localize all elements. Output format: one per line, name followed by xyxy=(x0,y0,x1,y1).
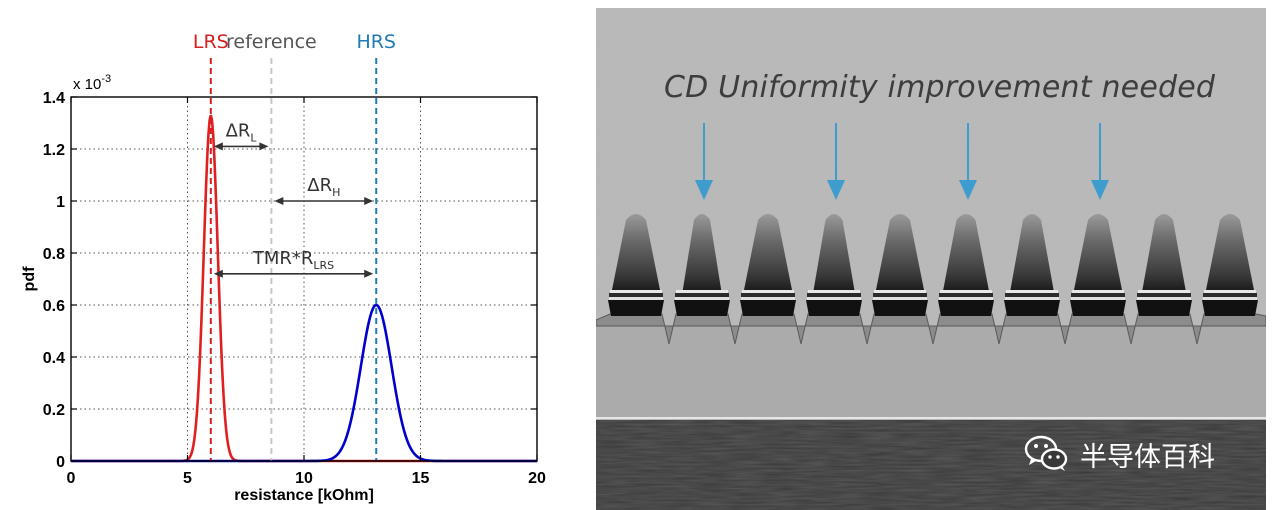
y-tick-label: 0.6 xyxy=(43,298,65,315)
x-tick-label: 5 xyxy=(183,470,192,487)
mtj-pillar xyxy=(872,214,928,316)
y-tick-label: 1.2 xyxy=(43,142,65,159)
y-tick-label: 0 xyxy=(56,454,65,471)
dark-layer-texture xyxy=(596,420,1266,510)
annotation-arrowhead-left xyxy=(213,142,223,151)
substrate-layer xyxy=(596,326,1266,418)
mtj-pillar xyxy=(608,214,664,316)
x-tick-label: 20 xyxy=(528,470,546,487)
y-tick-label: 0.8 xyxy=(43,246,65,263)
wechat-icon xyxy=(1024,435,1068,471)
grid xyxy=(71,97,537,461)
y-axis-label: pdf xyxy=(21,266,38,292)
mtj-pillar xyxy=(1202,214,1258,316)
mtj-pillar xyxy=(1136,214,1192,316)
mtj-pillars xyxy=(608,214,1258,316)
tem-cross-section-image xyxy=(596,8,1266,510)
mtj-pillar xyxy=(806,214,862,316)
x-tick-label: 0 xyxy=(67,470,76,487)
annotation-arrowhead-right xyxy=(364,269,374,278)
annotation-label: ΔRL xyxy=(226,120,258,144)
y-tick-label: 0.4 xyxy=(43,350,65,367)
y-multiplier: x 10-3 xyxy=(73,73,111,93)
cd-arrow xyxy=(827,123,845,200)
mtj-pillar xyxy=(1004,214,1060,316)
mtj-pillar xyxy=(740,214,796,316)
annotation-label: ΔRH xyxy=(307,175,340,199)
x-axis-label: resistance [kOhm] xyxy=(234,487,374,504)
tem-caption: CD Uniformity improvement needed xyxy=(664,70,1216,105)
mtj-pillar xyxy=(938,214,994,316)
watermark: 半导体百科 xyxy=(1024,434,1215,474)
series-HRS xyxy=(71,303,537,463)
cd-arrow xyxy=(1091,123,1109,200)
y-tick-label: 1 xyxy=(56,194,65,211)
annotation-arrowhead-right xyxy=(364,197,374,205)
chart-panel: LRS reference HRS ΔRL ΔRH TMR*RLRS 0 5 10 15 20 0… xyxy=(0,0,580,510)
y-tick-label: 1.4 xyxy=(43,90,65,107)
x-tick-label: 15 xyxy=(412,470,430,487)
vline-label-LRS: LRS xyxy=(193,31,229,53)
tem-image-panel: CD Uniformity improvement needed 半导体百科 xyxy=(596,8,1266,510)
cd-arrows xyxy=(695,123,1109,200)
y-tick-label: 0.2 xyxy=(43,402,65,419)
mtj-pillar xyxy=(1070,214,1126,316)
vline-label-HRS: HRS xyxy=(356,31,396,53)
ticks: 0 5 10 15 20 0 0.2 0.4 0.6 0.8 1 1.2 1.4 xyxy=(43,90,546,487)
watermark-text: 半导体百科 xyxy=(1080,441,1215,473)
annotation-label: TMR*RLRS xyxy=(252,248,334,272)
annotation-arrowhead-right xyxy=(259,142,269,151)
cd-arrow xyxy=(959,123,977,200)
annotations: ΔRL ΔRH TMR*RLRS xyxy=(213,120,374,278)
annotation-arrowhead-left xyxy=(213,269,223,278)
mtj-pillar xyxy=(674,214,730,316)
annotation-arrowhead-left xyxy=(274,197,284,205)
vline-label-reference: reference xyxy=(226,31,317,53)
x-tick-label: 10 xyxy=(295,470,313,487)
cd-arrow xyxy=(695,123,713,200)
